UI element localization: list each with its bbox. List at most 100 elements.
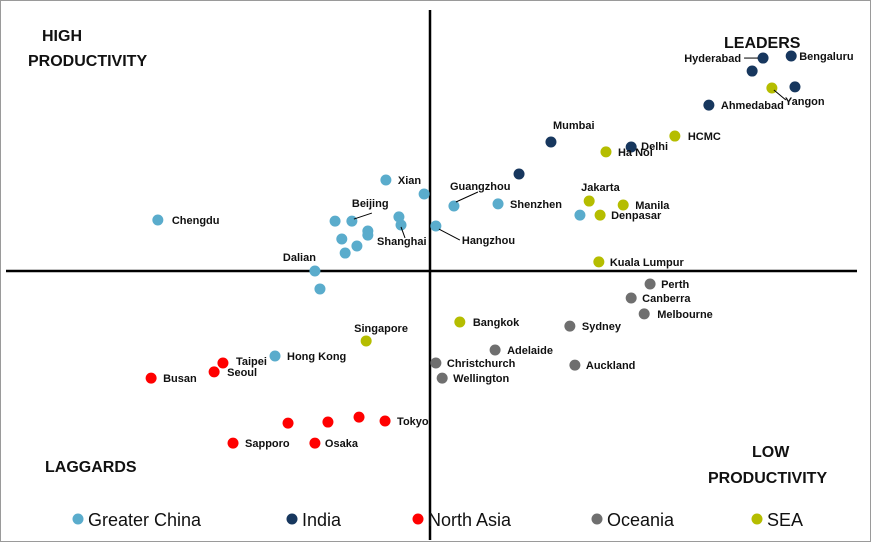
data-label-bangkok: Bangkok bbox=[473, 317, 520, 329]
point-oceania-wellington bbox=[436, 372, 448, 384]
point-greater-china-11 bbox=[336, 233, 348, 245]
point-india-ahmedabad bbox=[703, 99, 715, 111]
data-label-christchurch: Christchurch bbox=[447, 358, 516, 370]
quadrant-label-top-right: LEADERS bbox=[724, 35, 801, 52]
point-north-asia-osaka bbox=[309, 437, 321, 449]
quadrant-label-bottom-right-2: PRODUCTIVITY bbox=[708, 470, 827, 487]
legend-marker-oceania bbox=[591, 513, 603, 525]
data-label-chengdu: Chengdu bbox=[172, 215, 220, 227]
point-india-3 bbox=[789, 81, 801, 93]
point-oceania-christchurch bbox=[430, 357, 442, 369]
point-india-mumbai bbox=[545, 136, 557, 148]
point-india-7 bbox=[513, 168, 525, 180]
point-greater-china-shanghai bbox=[395, 219, 407, 231]
point-greater-china-hong-kong bbox=[269, 350, 281, 362]
point-oceania-canberra bbox=[625, 292, 637, 304]
legend-label-india: India bbox=[302, 510, 342, 530]
point-north-asia-taipei bbox=[217, 357, 229, 369]
point-north-asia-3 bbox=[282, 417, 294, 429]
legend-label-oceania: Oceania bbox=[607, 510, 675, 530]
point-greater-china-chengdu bbox=[152, 214, 164, 226]
data-points: Chengdu Xian Guangzhou Shenzhen Beijing Shang… bbox=[145, 50, 854, 450]
point-north-asia-sapporo bbox=[227, 437, 239, 449]
point-greater-china-shenzhen bbox=[492, 198, 504, 210]
data-label-sapporo: Sapporo bbox=[245, 438, 290, 450]
point-india-delhi bbox=[625, 141, 637, 153]
data-label-osaka: Osaka bbox=[325, 438, 359, 450]
data-label-xian: Xian bbox=[398, 175, 422, 187]
point-oceania-sydney bbox=[564, 320, 576, 332]
leader-line-shanghai bbox=[400, 226, 406, 239]
data-label-ha-noi: Ha Noi bbox=[618, 147, 653, 159]
point-greater-china-13 bbox=[339, 247, 351, 259]
point-oceania-perth bbox=[644, 278, 656, 290]
point-north-asia-seoul bbox=[208, 366, 220, 378]
point-sea-singapore bbox=[360, 335, 372, 347]
data-label-auckland: Auckland bbox=[586, 360, 636, 372]
data-label-bengaluru: Bengaluru bbox=[799, 51, 853, 63]
data-label-perth: Perth bbox=[661, 279, 689, 291]
point-sea-manila bbox=[617, 199, 629, 211]
point-greater-china-6 bbox=[329, 215, 341, 227]
point-sea-kuala-lumpur bbox=[593, 256, 605, 268]
point-north-asia-4 bbox=[322, 416, 334, 428]
quadrant-label-top-left-2: PRODUCTIVITY bbox=[28, 53, 147, 70]
legend-marker-sea bbox=[751, 513, 763, 525]
data-label-yangon: Yangon bbox=[785, 96, 825, 108]
point-greater-china-16 bbox=[314, 283, 326, 295]
point-greater-china-12 bbox=[351, 240, 363, 252]
legend-marker-india bbox=[286, 513, 298, 525]
point-sea-jakarta bbox=[583, 195, 595, 207]
point-greater-china-hangzhou bbox=[430, 220, 442, 232]
point-north-asia-5 bbox=[353, 411, 365, 423]
legend-marker-north-asia bbox=[412, 513, 424, 525]
point-greater-china-dalian bbox=[309, 265, 321, 277]
legend: Greater China India North Asia Oceania SEA bbox=[72, 510, 803, 530]
point-north-asia-busan bbox=[145, 372, 157, 384]
data-label-canberra: Canberra bbox=[642, 293, 691, 305]
point-greater-china-10 bbox=[362, 229, 374, 241]
data-label-busan: Busan bbox=[163, 373, 197, 385]
data-label-melbourne: Melbourne bbox=[657, 309, 713, 321]
data-label-jakarta: Jakarta bbox=[581, 182, 620, 194]
quadrant-label-bottom-left: LAGGARDS bbox=[45, 459, 137, 476]
data-label-kuala-lumpur: Kuala Lumpur bbox=[610, 257, 685, 269]
data-label-sydney: Sydney bbox=[582, 321, 622, 333]
leader-line-beijing bbox=[353, 212, 373, 220]
leader-line-hangzhou bbox=[438, 228, 461, 241]
data-label-delhi: Delhi bbox=[641, 141, 668, 153]
leader-line-guangzhou bbox=[455, 191, 479, 203]
point-oceania-auckland bbox=[569, 359, 581, 371]
data-label-taipei: Taipei bbox=[236, 356, 267, 368]
point-sea-hcmc bbox=[669, 130, 681, 142]
data-label-wellington: Wellington bbox=[453, 373, 509, 385]
data-label-denpasar: Denpasar bbox=[611, 210, 662, 222]
point-sea-bangkok bbox=[454, 316, 466, 328]
data-label-manila: Manila bbox=[635, 200, 670, 212]
data-label-seoul: Seoul bbox=[227, 367, 257, 379]
point-sea-ha-noi bbox=[600, 146, 612, 158]
data-label-ahmedabad: Ahmedabad bbox=[721, 100, 784, 112]
point-oceania-adelaide bbox=[489, 344, 501, 356]
point-oceania-melbourne bbox=[638, 308, 650, 320]
point-india-2 bbox=[746, 65, 758, 77]
legend-marker-greater-china bbox=[72, 513, 84, 525]
legend-label-north-asia: North Asia bbox=[428, 510, 512, 530]
data-label-hyderabad: Hyderabad bbox=[684, 53, 741, 65]
quadrant-label-bottom-right-1: LOW bbox=[752, 444, 790, 461]
point-greater-china-beijing bbox=[346, 215, 358, 227]
data-label-hong-kong: Hong Kong bbox=[287, 351, 346, 363]
point-sea-denpasar bbox=[594, 209, 606, 221]
legend-label-greater-china: Greater China bbox=[88, 510, 202, 530]
legend-label-sea: SEA bbox=[767, 510, 803, 530]
data-label-dalian: Dalian bbox=[283, 252, 316, 264]
point-india-hyderabad bbox=[757, 52, 769, 64]
point-greater-china-18 bbox=[574, 209, 586, 221]
data-label-shenzhen: Shenzhen bbox=[510, 199, 562, 211]
data-label-hangzhou: Hangzhou bbox=[462, 235, 515, 247]
point-india-bengaluru bbox=[785, 50, 797, 62]
data-label-mumbai: Mumbai bbox=[553, 120, 595, 132]
point-greater-china-guangzhou bbox=[448, 200, 460, 212]
point-greater-china-xian bbox=[380, 174, 392, 186]
point-north-asia-tokyo bbox=[379, 415, 391, 427]
